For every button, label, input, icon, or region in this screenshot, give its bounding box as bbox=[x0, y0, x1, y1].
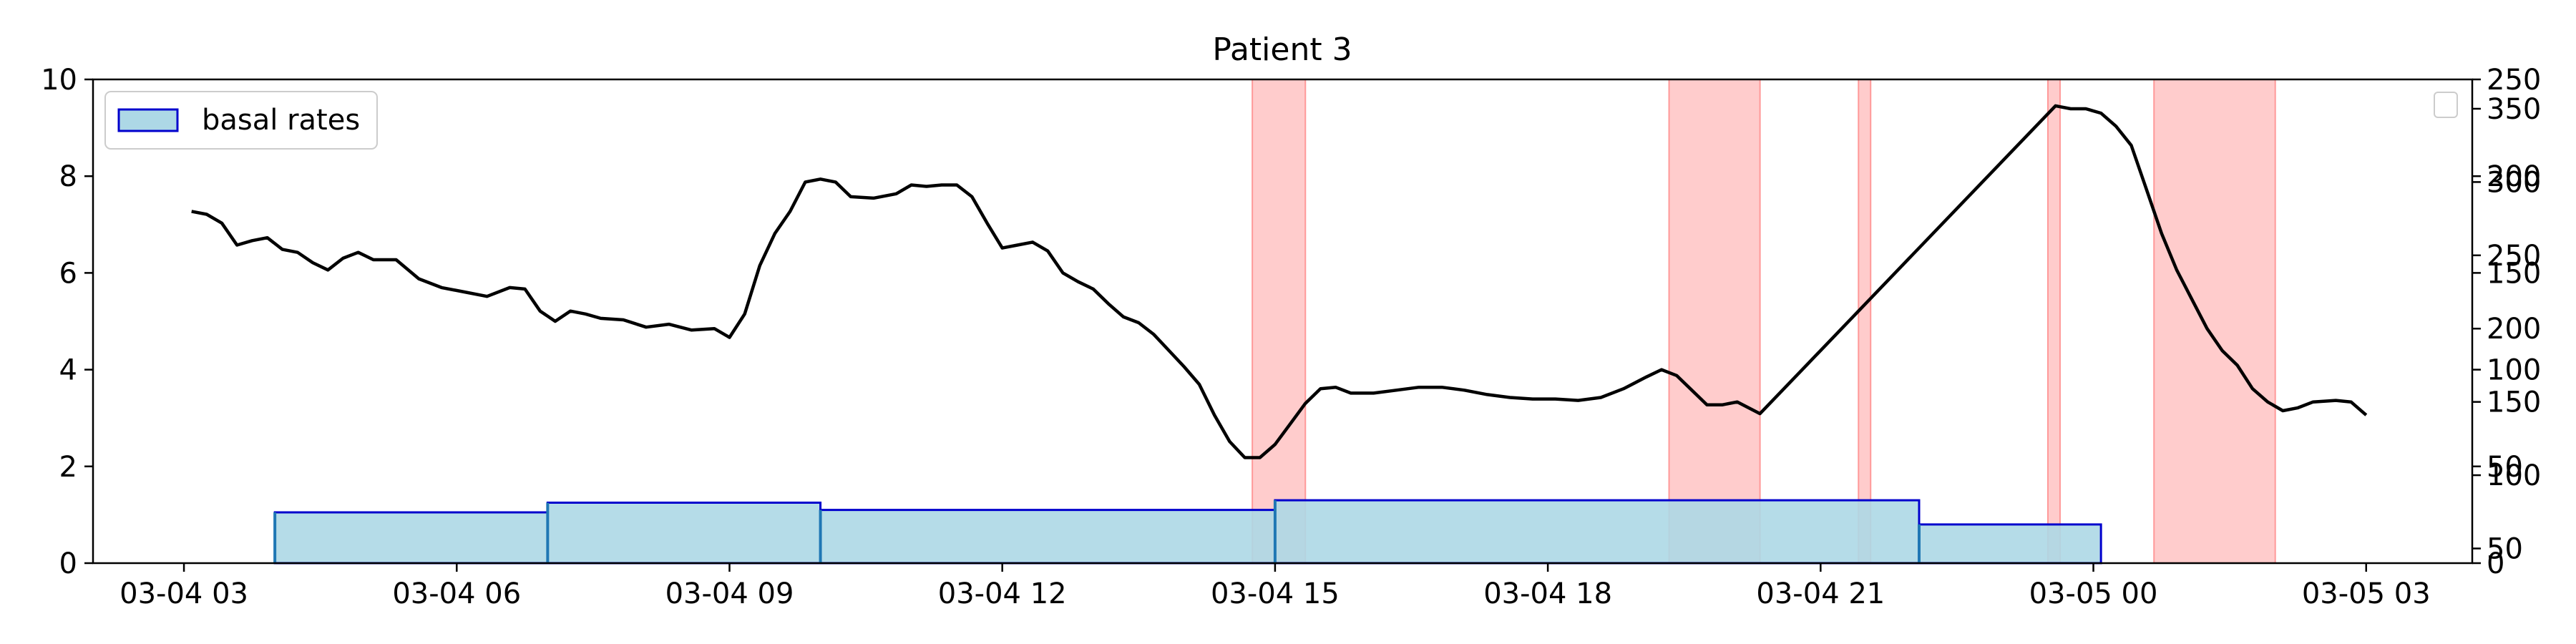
x-tick-label: 03-04 09 bbox=[665, 577, 794, 610]
highlight-region bbox=[1252, 79, 1307, 564]
left-y-axis: 0 2 4 6 8 10 bbox=[41, 64, 93, 580]
left-y-tick-label: 10 bbox=[41, 64, 77, 97]
right-y-tick-label: 250 bbox=[2487, 240, 2541, 273]
left-y-tick-label: 2 bbox=[59, 451, 77, 484]
x-tick-label: 03-04 12 bbox=[938, 577, 1067, 610]
left-y-tick-label: 8 bbox=[59, 160, 77, 193]
right-y-tick-label: 350 bbox=[2487, 93, 2541, 126]
x-tick-label: 03-04 06 bbox=[392, 577, 521, 610]
x-axis: 03-04 03 03-04 06 03-04 09 03-04 12 03-04 15… bbox=[119, 563, 2431, 610]
highlight-region bbox=[2153, 79, 2276, 564]
x-tick-label: 03-04 03 bbox=[119, 577, 248, 610]
left-y-tick-label: 6 bbox=[59, 257, 77, 290]
right-y-tick-label: 300 bbox=[2487, 166, 2541, 199]
right-y-tick-label: 50 bbox=[2487, 451, 2523, 484]
glucose-series bbox=[191, 104, 2368, 459]
x-tick-label: 03-04 18 bbox=[1483, 577, 1612, 610]
basal-rate-bar bbox=[1274, 499, 1921, 565]
highlight-regions bbox=[1252, 79, 2276, 564]
glucose-line bbox=[191, 104, 2368, 459]
legend: basal rates bbox=[104, 91, 378, 150]
basal-rate-bars bbox=[273, 499, 2102, 565]
legend-label-basal-rates: basal rates bbox=[202, 104, 360, 137]
basal-rate-bar bbox=[273, 511, 549, 565]
chart-title: Patient 3 bbox=[1212, 31, 1352, 68]
basal-rate-bar bbox=[819, 509, 1277, 565]
highlight-region bbox=[1668, 79, 1761, 564]
right-y-tick-label: 200 bbox=[2487, 160, 2541, 193]
right-y-tick-label: 0 bbox=[2487, 547, 2504, 580]
basal-rate-bar bbox=[1918, 523, 2102, 565]
x-tick-label: 03-05 00 bbox=[2029, 577, 2158, 610]
legend-swatch-basal-rates bbox=[117, 108, 179, 132]
x-tick-label: 03-04 21 bbox=[1756, 577, 1885, 610]
right-y-tick-label: 250 bbox=[2487, 64, 2541, 97]
highlight-region bbox=[2047, 79, 2061, 564]
right-y-tick-label: 50 bbox=[2487, 533, 2523, 566]
x-tick-label: 03-05 03 bbox=[2302, 577, 2431, 610]
left-y-tick-label: 4 bbox=[59, 354, 77, 387]
empty-legend-box bbox=[2434, 92, 2458, 118]
basal-rate-bar bbox=[546, 502, 822, 565]
x-tick-label: 03-04 15 bbox=[1211, 577, 1340, 610]
right-y-tick-label: 150 bbox=[2487, 386, 2541, 419]
right-y-tick-label: 100 bbox=[2487, 459, 2541, 492]
highlight-region bbox=[1858, 79, 1872, 564]
right-y-tick-label: 200 bbox=[2487, 313, 2541, 346]
plot-frame bbox=[92, 78, 2474, 565]
right-y-tick-label: 150 bbox=[2487, 257, 2541, 290]
left-y-tick-label: 0 bbox=[59, 547, 77, 580]
legend-box bbox=[104, 91, 378, 150]
right-y-tick-label: 100 bbox=[2487, 354, 2541, 387]
